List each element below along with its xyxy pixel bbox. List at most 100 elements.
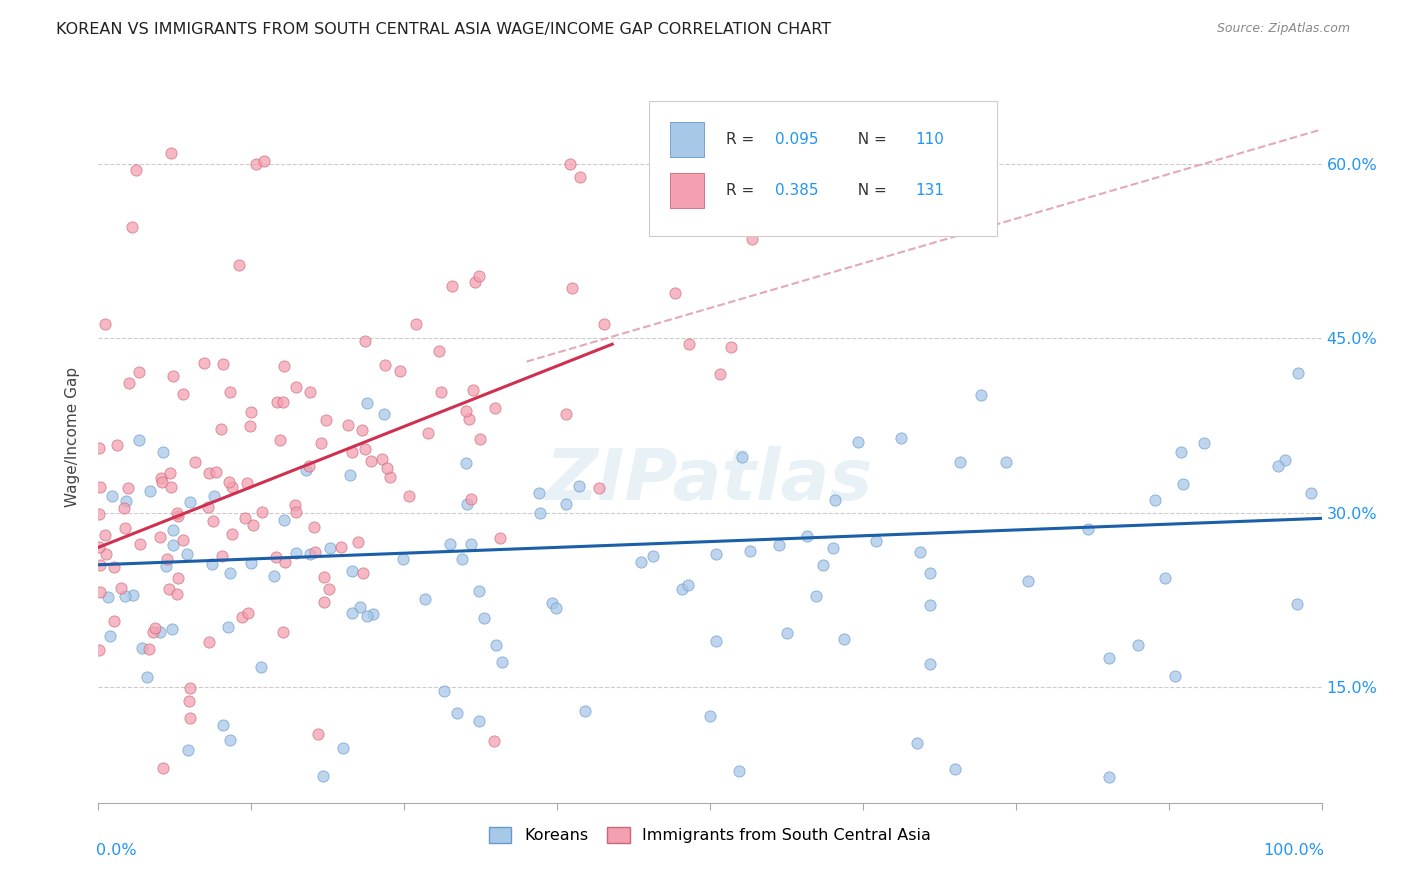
Point xyxy=(138,641,160,656)
Point xyxy=(574,704,596,718)
Point xyxy=(159,466,181,480)
Point xyxy=(709,368,731,382)
Point xyxy=(157,582,180,596)
Point xyxy=(460,537,482,551)
Text: R =: R = xyxy=(725,132,759,147)
Point xyxy=(373,407,395,421)
Point xyxy=(228,258,250,272)
Point xyxy=(284,546,307,560)
Point xyxy=(89,584,111,599)
Point xyxy=(245,157,267,171)
Point xyxy=(664,285,686,300)
Text: 0.0%: 0.0% xyxy=(96,843,136,858)
Text: R =: R = xyxy=(725,183,759,198)
Point xyxy=(155,558,177,573)
Point xyxy=(1299,486,1322,500)
Point xyxy=(353,334,375,348)
Point xyxy=(100,490,122,504)
Point xyxy=(250,660,273,674)
Point xyxy=(388,364,411,378)
Point xyxy=(129,537,152,551)
Point xyxy=(273,513,295,527)
Point xyxy=(318,582,340,596)
Point xyxy=(219,385,242,400)
Point xyxy=(430,384,453,399)
Point xyxy=(312,768,335,782)
Point xyxy=(94,317,117,331)
Point xyxy=(176,547,198,561)
Point xyxy=(117,482,139,496)
Point xyxy=(273,359,295,374)
Point xyxy=(176,743,198,757)
Point xyxy=(87,643,110,657)
Point xyxy=(824,493,846,508)
Text: 100.0%: 100.0% xyxy=(1263,843,1324,858)
Point xyxy=(354,442,377,456)
Point xyxy=(1274,453,1296,467)
Point xyxy=(823,541,845,556)
Point xyxy=(1192,435,1215,450)
Text: 0.095: 0.095 xyxy=(775,132,818,147)
Point xyxy=(89,480,111,494)
Point xyxy=(441,278,464,293)
Point xyxy=(339,468,361,483)
Text: 110: 110 xyxy=(915,132,945,147)
Point xyxy=(905,736,928,750)
Point xyxy=(910,545,932,559)
Point xyxy=(484,401,506,415)
Point xyxy=(568,479,591,493)
Point xyxy=(468,432,491,446)
Point xyxy=(211,549,233,563)
Point xyxy=(172,387,194,401)
Point xyxy=(1126,638,1149,652)
Point xyxy=(162,538,184,552)
Point xyxy=(460,491,482,506)
Point xyxy=(250,505,273,519)
Point xyxy=(439,537,461,551)
Point xyxy=(118,376,141,390)
Bar xyxy=(669,173,704,208)
Point xyxy=(468,714,491,728)
Point xyxy=(378,470,401,484)
Point xyxy=(149,529,172,543)
Point xyxy=(193,356,215,370)
Point xyxy=(811,558,834,572)
Point xyxy=(413,591,436,606)
Point xyxy=(112,500,135,515)
Point xyxy=(160,623,183,637)
Point xyxy=(209,422,232,436)
Point xyxy=(768,538,790,552)
Point xyxy=(865,533,887,548)
Text: N =: N = xyxy=(848,183,891,198)
Point xyxy=(302,520,325,534)
Point xyxy=(994,455,1017,469)
Point xyxy=(236,606,259,620)
Point xyxy=(356,608,378,623)
Point xyxy=(299,547,322,561)
Point xyxy=(309,436,332,450)
Point xyxy=(148,624,170,639)
Point xyxy=(485,639,508,653)
Point xyxy=(166,587,188,601)
Point xyxy=(457,411,479,425)
Point xyxy=(253,154,276,169)
Point xyxy=(340,564,363,578)
Point xyxy=(263,569,285,583)
Point xyxy=(561,280,583,294)
Point xyxy=(375,460,398,475)
FancyBboxPatch shape xyxy=(648,101,997,235)
Point xyxy=(464,275,486,289)
Point xyxy=(162,524,184,538)
Point xyxy=(352,566,374,581)
Point xyxy=(332,741,354,756)
Point xyxy=(360,454,382,468)
Point xyxy=(949,455,972,469)
Point xyxy=(356,396,378,410)
Point xyxy=(472,610,495,624)
Point xyxy=(285,380,308,394)
Point xyxy=(970,388,993,402)
Point xyxy=(166,508,188,523)
Point xyxy=(166,506,188,520)
Point xyxy=(1098,770,1121,784)
Point xyxy=(738,544,761,558)
